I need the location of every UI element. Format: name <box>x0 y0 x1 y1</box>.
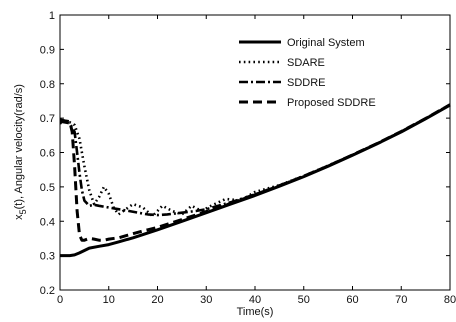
x-tick-label: 0 <box>57 294 63 306</box>
series-line-proposed-sddre <box>59 103 451 242</box>
x-tick-label: 60 <box>346 294 358 306</box>
x-tick-label: 50 <box>298 294 310 306</box>
legend-label-original-system: Original System <box>287 37 365 49</box>
y-axis-label: x5(t), Angular velocity(rad/s) <box>13 84 28 220</box>
y-axis-label-subscript: 5 <box>18 209 28 214</box>
y-tick-label: 1 <box>49 10 55 22</box>
y-tick-label: 0.8 <box>40 79 55 91</box>
legend: Original System SDARE SDDRE Proposed SDD… <box>239 37 376 109</box>
x-tick-label: 70 <box>395 294 407 306</box>
y-tick-label: 0.6 <box>40 148 55 160</box>
plot-frame <box>59 14 451 291</box>
y-axis-label-main: x <box>13 214 25 220</box>
x-tick-label: 40 <box>249 294 261 306</box>
series-line-sdare <box>59 103 451 218</box>
legend-label-proposed-sddre: Proposed SDDRE <box>287 97 376 109</box>
series-line-original-system <box>60 103 451 258</box>
y-tick-label: 0.2 <box>40 285 55 297</box>
series-layer <box>59 103 451 258</box>
legend-label-sddre: SDDRE <box>287 77 326 89</box>
y-axis-label-rest: (t), Angular velocity(rad/s) <box>13 84 25 209</box>
legend-label-sdare: SDARE <box>287 57 325 69</box>
axis-ticks: 0 10 20 30 40 50 60 70 80 0.2 0.3 0.4 0.5 0.6 0.7 0.8 0.… <box>40 10 456 306</box>
y-tick-label: 0.4 <box>40 216 55 228</box>
y-tick-label: 0.3 <box>40 251 55 263</box>
x-tick-label: 20 <box>151 294 163 306</box>
x-tick-label: 80 <box>444 294 456 306</box>
y-tick-label: 0.7 <box>40 113 55 125</box>
x-tick-label: 30 <box>200 294 212 306</box>
y-tick-label: 0.9 <box>40 44 55 56</box>
x-tick-label: 10 <box>103 294 115 306</box>
y-tick-label: 0.5 <box>40 182 55 194</box>
x-axis-label: Time(s) <box>237 306 274 318</box>
